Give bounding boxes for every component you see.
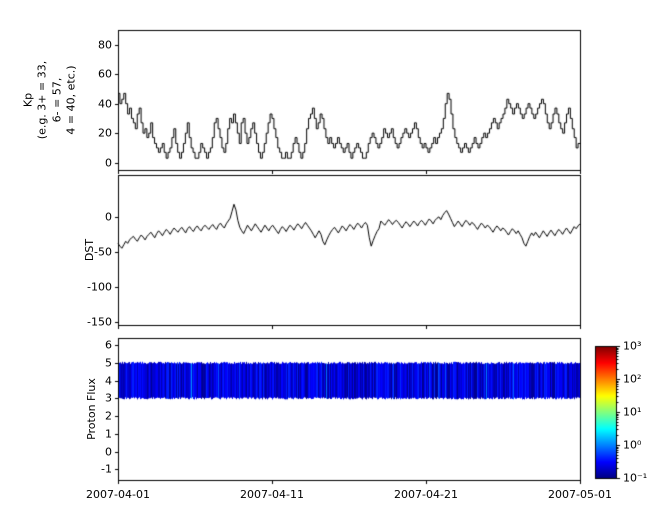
proton-flux-axis-label: Proton Flux <box>84 378 98 440</box>
kp-axis-label: Kp (e.g. 3+ = 33, 6- = 57, 4 = 40, etc.) <box>21 60 78 140</box>
dst-axis-label: DST <box>82 238 96 262</box>
